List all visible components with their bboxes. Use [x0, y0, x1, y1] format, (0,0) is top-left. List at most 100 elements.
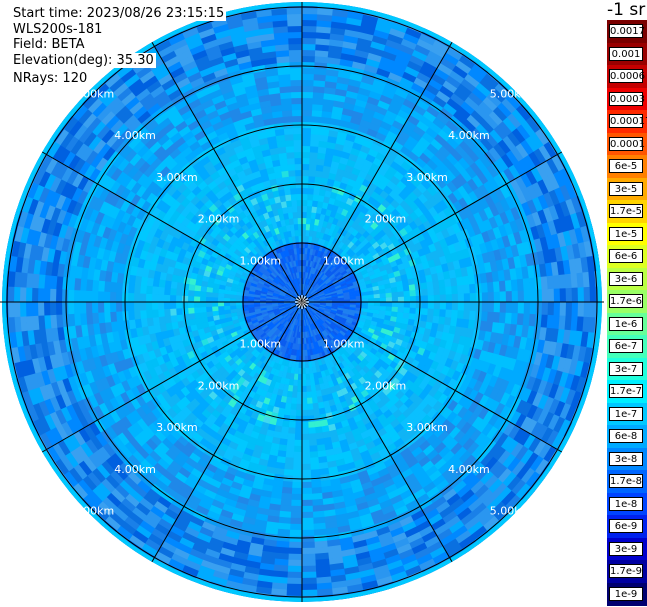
range-gate-cell — [250, 411, 259, 420]
range-gate-cell — [322, 314, 329, 319]
range-gate-cell — [334, 232, 342, 240]
range-gate-cell — [284, 305, 291, 309]
range-gate-cell — [79, 301, 87, 314]
range-gate-cell — [168, 259, 177, 268]
range-gate-cell — [321, 344, 327, 352]
range-gate-cell — [295, 235, 299, 243]
range-gate-cell — [394, 275, 403, 283]
range-gate-cell — [325, 307, 332, 310]
range-gate-cell — [419, 320, 427, 329]
range-gate-cell — [336, 288, 343, 293]
range-gate-cell — [311, 309, 317, 314]
range-gate-cell — [270, 184, 279, 192]
range-gate-cell — [337, 323, 344, 329]
range-gate-cell — [348, 250, 356, 258]
range-gate-cell — [294, 313, 298, 320]
range-gate-cell — [139, 293, 147, 302]
range-gate-cell — [334, 282, 341, 288]
range-gate-cell — [317, 238, 323, 245]
range-gate-cell — [372, 313, 380, 319]
range-gate-cell — [319, 257, 324, 265]
range-gate-cell — [504, 312, 512, 325]
range-gate-cell — [289, 67, 303, 75]
range-gate-cell — [248, 306, 255, 311]
range-gate-cell — [316, 286, 322, 292]
range-gate-cell — [271, 334, 278, 342]
range-gate-cell — [332, 237, 339, 245]
range-gate-cell — [212, 283, 220, 289]
range-gate-cell — [257, 346, 265, 354]
range-gate-cell — [356, 275, 364, 281]
range-gate-cell — [427, 308, 435, 317]
range-gate-cell — [224, 309, 231, 315]
range-gate-cell — [282, 277, 288, 284]
range-gate-cell — [523, 290, 531, 303]
range-gate-cell — [292, 305, 298, 311]
range-gate-cell — [295, 325, 299, 332]
range-gate-cell — [257, 280, 265, 285]
range-gate-cell — [410, 264, 419, 273]
range-gate-cell — [451, 309, 459, 319]
range-gate-cell — [381, 274, 390, 281]
range-gate-cell — [225, 316, 233, 323]
range-gate-cell — [404, 266, 413, 275]
range-gate-cell — [224, 285, 232, 291]
range-gate-cell — [275, 220, 282, 228]
range-gate-cell — [353, 340, 361, 348]
range-gate-cell — [238, 278, 246, 284]
range-gate-cell — [201, 321, 210, 329]
range-gate-cell — [304, 253, 308, 261]
range-gate-cell — [288, 553, 302, 561]
range-gate-cell — [199, 301, 207, 308]
range-gate-cell — [294, 284, 298, 291]
range-gate-cell — [191, 266, 200, 274]
range-gate-cell — [284, 305, 291, 308]
range-gate-cell — [553, 288, 561, 303]
range-gate-cell — [255, 261, 262, 268]
range-gate-cell — [335, 334, 343, 341]
range-gate-cell — [269, 283, 276, 289]
range-gate-cell — [284, 341, 289, 348]
range-gate-cell — [301, 499, 313, 507]
range-gate-cell — [374, 378, 383, 388]
range-gate-cell — [302, 259, 305, 267]
range-gate-cell — [232, 279, 240, 285]
range-gate-cell — [272, 292, 280, 296]
range-gate-cell — [139, 309, 147, 319]
range-gate-cell — [291, 391, 298, 399]
range-gate-cell — [291, 324, 295, 331]
range-gate-cell — [256, 236, 263, 244]
range-gate-cell — [245, 253, 253, 261]
range-gate-cell — [377, 181, 388, 191]
range-gate-cell — [49, 288, 57, 302]
range-gate-cell — [234, 259, 242, 266]
range-gate-cell — [216, 374, 226, 383]
range-gate-cell — [151, 301, 159, 310]
range-gate-cell — [103, 291, 111, 302]
range-gate-cell — [367, 302, 375, 306]
range-gate-cell — [320, 177, 329, 185]
range-gate-cell — [330, 258, 337, 265]
range-gate-cell — [301, 373, 307, 381]
range-gate-cell — [294, 331, 298, 338]
range-gate-cell — [387, 272, 396, 279]
range-gate-cell — [285, 396, 292, 404]
range-gate-cell — [287, 289, 294, 295]
range-gate-cell — [282, 263, 288, 270]
range-gate-cell — [295, 337, 299, 345]
range-gate-cell — [280, 326, 286, 333]
range-gate-cell — [284, 276, 289, 283]
range-gate-cell — [286, 200, 293, 208]
range-gate-cell — [298, 361, 302, 369]
range-gate-cell — [400, 340, 409, 349]
range-gate-cell — [325, 304, 333, 307]
range-gate-cell — [265, 303, 273, 306]
range-gate-cell — [289, 323, 294, 331]
range-gate-cell — [337, 297, 345, 301]
range-gate-cell — [279, 232, 285, 240]
range-gate-cell — [347, 218, 355, 227]
range-gate-cell — [290, 298, 297, 301]
range-gate-cell — [379, 404, 389, 414]
range-gate-cell — [311, 267, 316, 274]
range-gate-cell — [257, 250, 265, 258]
